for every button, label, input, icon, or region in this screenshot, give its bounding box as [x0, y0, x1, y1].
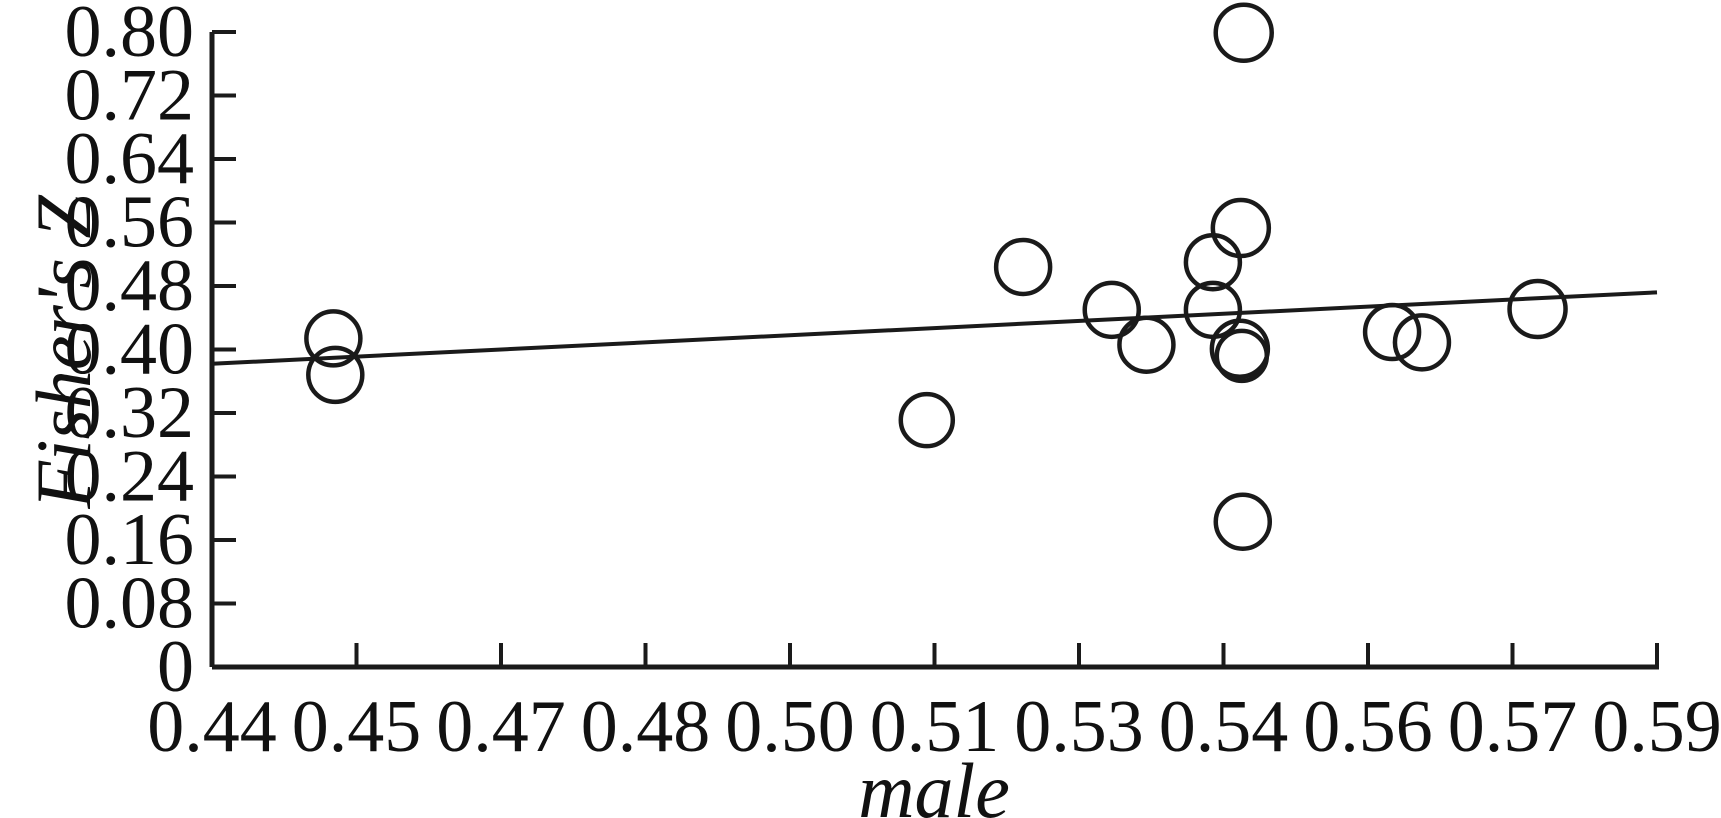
data-point-bubble [1210, 197, 1272, 259]
data-point-bubble [993, 237, 1053, 297]
x-tick-label: 0.45 [292, 686, 422, 768]
x-tick-label: 0.50 [725, 686, 855, 768]
y-tick-label: 0.08 [65, 563, 195, 645]
x-tick-label: 0.44 [147, 686, 277, 768]
y-tick-label: 0.72 [65, 55, 195, 137]
data-point-bubble [1507, 278, 1568, 340]
data-point-bubble [1362, 302, 1422, 362]
y-tick-label: 0.32 [65, 372, 195, 454]
x-tick-label: 0.51 [870, 686, 1000, 768]
y-tick-label: 0.64 [65, 118, 195, 200]
data-point-bubble [1392, 313, 1452, 372]
data-point-bubble [306, 345, 365, 405]
y-tick-label: 0.48 [65, 245, 195, 327]
x-axis-title: male [858, 747, 1010, 818]
x-tick-label: 0.54 [1159, 686, 1289, 768]
data-point-bubble [1214, 328, 1270, 384]
data-point-bubble [898, 391, 956, 449]
y-tick-label: 0.40 [65, 309, 195, 391]
data-point-bubble [304, 309, 363, 368]
y-tick-label: 0.80 [65, 0, 195, 73]
x-tick-label: 0.57 [1448, 686, 1578, 768]
y-tick-label: 0 [157, 626, 194, 708]
x-tick-label: 0.53 [1014, 686, 1144, 768]
x-tick-label: 0.48 [581, 686, 711, 768]
data-point-bubble [1082, 280, 1142, 340]
data-point-bubble [1117, 315, 1176, 374]
y-tick-label: 0.56 [65, 182, 195, 264]
y-axis-title: Fisher's Z [20, 195, 107, 509]
data-point-bubble [1213, 2, 1274, 64]
x-tick-label: 0.56 [1303, 686, 1433, 768]
y-tick-label: 0.16 [65, 499, 195, 581]
x-tick-label: 0.59 [1592, 686, 1721, 768]
regression-line [211, 290, 1658, 366]
data-point-bubble [1213, 492, 1273, 551]
x-tick-label: 0.47 [436, 686, 566, 768]
y-tick-label: 0.24 [65, 436, 195, 518]
